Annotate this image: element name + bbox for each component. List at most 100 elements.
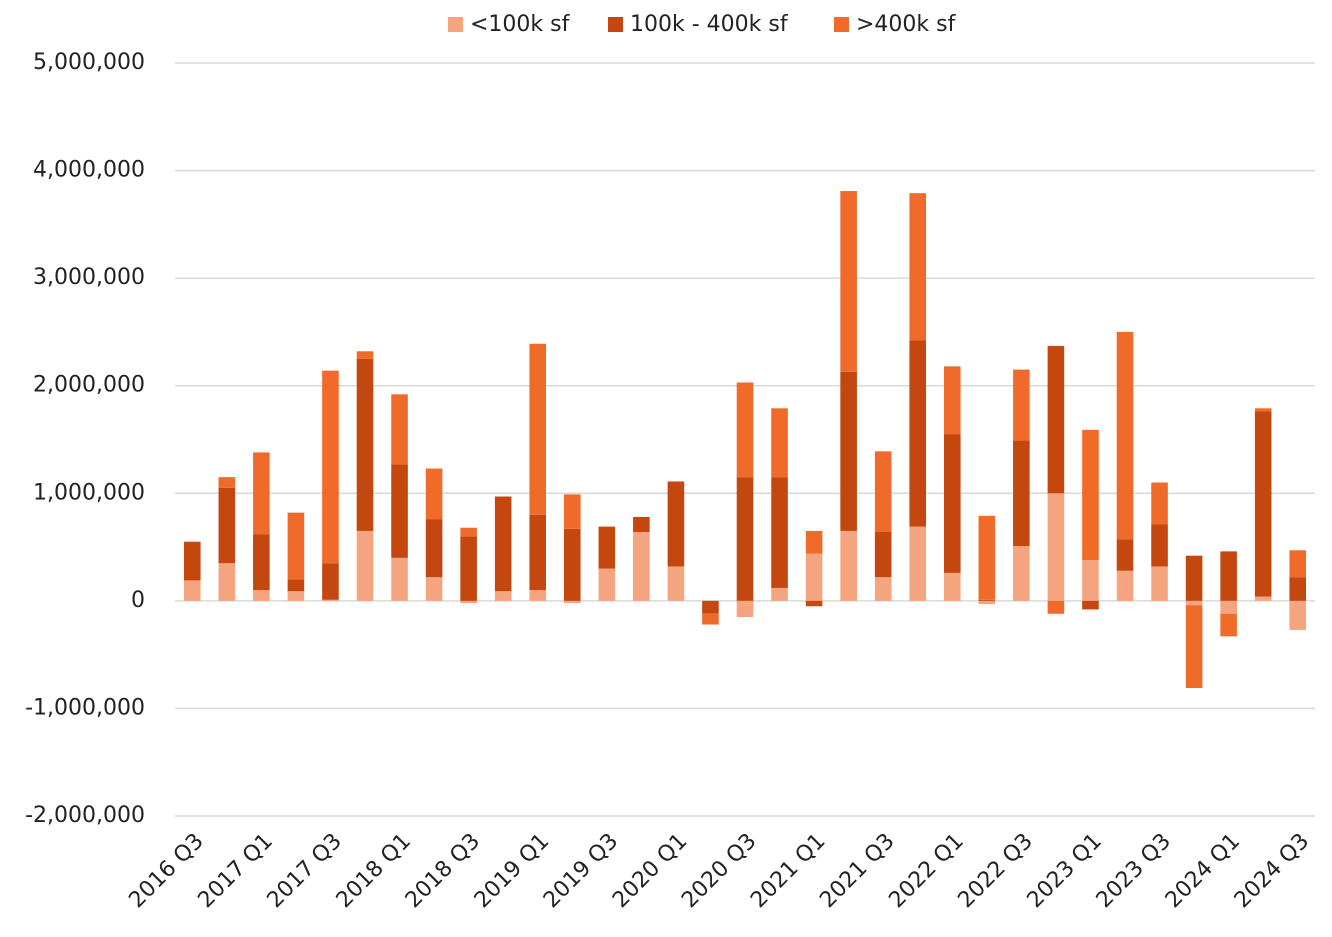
bar-segment <box>943 572 961 601</box>
bar-segment <box>771 477 788 588</box>
bar-segment <box>840 530 857 601</box>
bar-segment <box>218 477 236 488</box>
bar-segment <box>425 577 443 601</box>
bar-segment <box>425 519 443 578</box>
y-tick-label: 1,000,000 <box>33 480 145 505</box>
bar-segment <box>909 526 927 601</box>
bar-segment <box>598 526 616 569</box>
bar-segment <box>218 563 236 601</box>
bar-segment <box>460 527 477 537</box>
bar-segment <box>633 532 650 601</box>
bar-segment <box>253 452 270 535</box>
bar-segment <box>287 579 305 592</box>
bar-segment <box>1185 555 1203 601</box>
bar-segment <box>494 496 512 592</box>
bar-segment <box>1047 600 1065 614</box>
bar-segment <box>460 536 477 601</box>
bar-segment <box>391 557 408 601</box>
bar-segment <box>391 464 408 558</box>
bar-segment <box>1082 429 1099 560</box>
bar-segment <box>874 577 892 601</box>
bar-segment <box>287 591 305 601</box>
bar-segment <box>909 193 927 341</box>
bar-segment <box>805 530 823 554</box>
bar-segment <box>356 530 374 601</box>
bar-segment <box>563 600 581 604</box>
bar-segment <box>874 451 892 533</box>
bar-segment <box>771 408 788 478</box>
bar-segment <box>322 370 339 564</box>
x-tick-label: 2021 Q3 <box>815 829 899 913</box>
bar-segment <box>736 382 754 478</box>
bar-segment <box>1151 524 1168 567</box>
bar-segment <box>943 366 961 435</box>
bar-segment <box>1220 613 1237 637</box>
bar-segment <box>598 568 616 601</box>
x-tick-label: 2020 Q3 <box>677 829 761 913</box>
bar-segment <box>1254 596 1272 601</box>
bar-segment <box>805 600 823 607</box>
y-tick-label: -2,000,000 <box>25 803 145 828</box>
bar-segment <box>563 494 581 529</box>
bar-segment <box>460 600 477 604</box>
x-tick-label: 2018 Q3 <box>401 829 485 913</box>
x-tick-label: 2019 Q1 <box>470 829 554 913</box>
bar-segment <box>736 477 754 601</box>
x-tick-label: 2024 Q1 <box>1161 829 1245 913</box>
bar-segment <box>633 516 650 533</box>
bar-segment <box>1289 550 1307 578</box>
bar-segment <box>1151 482 1168 525</box>
bar-segment <box>874 532 892 578</box>
bar-segment <box>356 358 374 531</box>
x-tick-label: 2017 Q3 <box>263 829 347 913</box>
bar-segment <box>1013 369 1030 441</box>
bar-segment <box>943 434 961 573</box>
bar-segment <box>736 600 754 617</box>
bar-segment <box>1116 539 1134 571</box>
bar-segment <box>391 394 408 465</box>
bar-segment <box>1220 600 1237 614</box>
bar-segment <box>529 514 547 591</box>
y-tick-label: 5,000,000 <box>33 50 145 75</box>
bar-segment <box>667 566 685 601</box>
bar-segment <box>529 590 547 601</box>
bar-segment <box>529 343 547 515</box>
bar-segment <box>805 553 823 601</box>
legend-swatch <box>608 17 623 32</box>
bar-segment <box>702 600 719 614</box>
bar-segment <box>183 541 201 581</box>
bar-segment <box>1116 331 1134 540</box>
bar-segment <box>1082 600 1099 610</box>
x-tick-label: 2021 Q1 <box>746 829 830 913</box>
bar-segment <box>563 528 581 601</box>
bar-segment <box>771 587 788 601</box>
bar-segment <box>702 613 719 625</box>
x-tick-label: 2019 Q3 <box>539 829 623 913</box>
bar-segment <box>218 487 236 564</box>
x-tick-label: 2020 Q1 <box>608 829 692 913</box>
legend-label: 100k - 400k sf <box>630 12 789 37</box>
x-tick-label: 2024 Q3 <box>1230 829 1314 913</box>
legend-label: <100k sf <box>470 12 571 37</box>
bar-segment <box>1185 600 1203 606</box>
x-tick-label: 2022 Q1 <box>884 829 968 913</box>
bar-segment <box>494 591 512 601</box>
bar-segment <box>1013 545 1030 601</box>
bar-segment <box>667 481 685 567</box>
legend-swatch <box>834 17 849 32</box>
bar-segment <box>1013 440 1030 546</box>
x-tick-label: 2022 Q3 <box>953 829 1037 913</box>
bar-segment <box>322 563 339 600</box>
bar-segment <box>322 599 339 601</box>
x-tick-label: 2023 Q3 <box>1092 829 1176 913</box>
bar-segment <box>978 600 996 605</box>
y-tick-label: -1,000,000 <box>25 695 145 720</box>
bar-segment <box>1220 551 1237 601</box>
bar-segment <box>1151 566 1168 601</box>
bar-segment <box>909 340 927 527</box>
y-tick-label: 4,000,000 <box>33 158 145 183</box>
bar-segment <box>253 590 270 601</box>
bar-segment <box>425 468 443 520</box>
legend-label: >400k sf <box>856 12 957 37</box>
